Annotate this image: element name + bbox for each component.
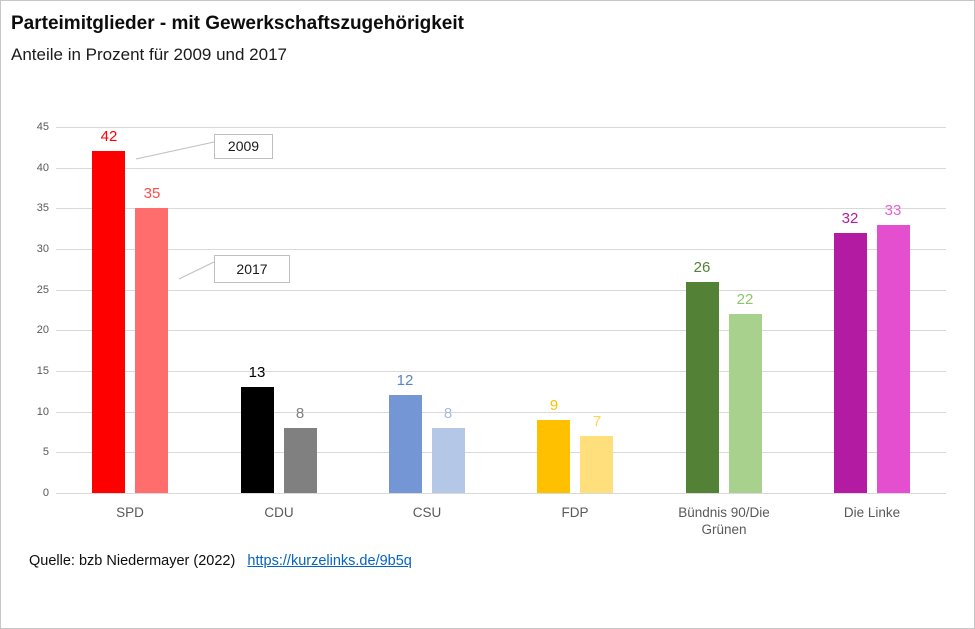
y-tick-label-15: 15 — [36, 365, 49, 377]
x-category-label-text: Bündnis 90/Die Grünen — [678, 505, 770, 537]
bar-B-ndnis-90-Die-Gr-nen-2009 — [686, 282, 719, 493]
chart-subtitle: Anteile in Prozent für 2009 und 2017 — [11, 45, 287, 64]
value-label-CSU-2009: 12 — [396, 372, 414, 389]
value-label-CDU-2017: 8 — [295, 405, 305, 422]
value-label-Die-Linke-2009: 32 — [841, 210, 859, 227]
bar-FDP-2009 — [537, 420, 570, 493]
gridline-15 — [56, 371, 946, 372]
gridline-35 — [56, 208, 946, 209]
gridline-10 — [56, 412, 946, 413]
value-label-Die-Linke-2017: 33 — [884, 202, 902, 219]
chart-title: Parteimitglieder - mit Gewerkschaftszuge… — [11, 13, 464, 34]
x-category-label-Die-Linke: Die Linke — [802, 504, 942, 521]
y-tick-label-35: 35 — [36, 202, 49, 214]
bar-CDU-2017 — [284, 428, 317, 493]
value-label-B-ndnis-90-Die-Gr-nen-2017: 22 — [736, 291, 754, 308]
value-label-SPD-2009: 42 — [100, 128, 118, 145]
legend-callout-2017: 2017 — [214, 255, 290, 283]
legend-callout-2009: 2009 — [214, 134, 273, 159]
value-label-CDU-2009: 13 — [248, 364, 266, 381]
y-tick-label-10: 10 — [36, 406, 49, 418]
x-category-label-CDU: CDU — [209, 504, 349, 521]
bar-FDP-2017 — [580, 436, 613, 493]
gridline-40 — [56, 168, 946, 169]
y-tick-label-45: 45 — [36, 121, 49, 133]
x-category-label-B-ndnis-90-Die-Gr-nen: Bündnis 90/Die Grünen — [654, 504, 794, 538]
value-label-CSU-2017: 8 — [443, 405, 453, 422]
x-category-label-text: CSU — [412, 505, 442, 520]
source-note: Quelle: bzb Niedermayer (2022) https://k… — [29, 553, 412, 569]
gridline-25 — [56, 290, 946, 291]
value-label-FDP-2017: 7 — [592, 413, 602, 430]
y-tick-label-0: 0 — [42, 487, 49, 499]
x-category-label-text: SPD — [116, 505, 144, 520]
bar-B-ndnis-90-Die-Gr-nen-2017 — [729, 314, 762, 493]
y-tick-label-25: 25 — [36, 284, 49, 296]
bar-SPD-2009 — [92, 151, 125, 493]
gridline-5 — [56, 452, 946, 453]
gridline-0 — [56, 493, 946, 494]
x-category-label-text: FDP — [561, 505, 589, 520]
x-category-label-text: Die Linke — [843, 505, 901, 520]
gridline-45 — [56, 127, 946, 128]
y-tick-label-5: 5 — [42, 446, 49, 458]
bar-Die-Linke-2009 — [834, 233, 867, 493]
value-label-SPD-2017: 35 — [143, 185, 161, 202]
value-label-B-ndnis-90-Die-Gr-nen-2009: 26 — [693, 259, 711, 276]
bar-SPD-2017 — [135, 208, 168, 493]
bar-CSU-2009 — [389, 395, 422, 493]
gridline-30 — [56, 249, 946, 250]
x-category-label-FDP: FDP — [505, 504, 645, 521]
y-tick-label-30: 30 — [36, 243, 49, 255]
source-spacer — [239, 553, 243, 569]
y-tick-label-40: 40 — [36, 162, 49, 174]
gridline-20 — [56, 330, 946, 331]
bar-Die-Linke-2017 — [877, 225, 910, 493]
y-tick-label-20: 20 — [36, 324, 49, 336]
source-label: Quelle: bzb Niedermayer (2022) — [29, 553, 236, 569]
source-link[interactable]: https://kurzelinks.de/9b5q — [247, 553, 412, 569]
x-category-label-text: CDU — [264, 505, 294, 520]
bar-CSU-2017 — [432, 428, 465, 493]
value-label-FDP-2009: 9 — [549, 397, 559, 414]
x-category-label-SPD: SPD — [60, 504, 200, 521]
bar-CDU-2009 — [241, 387, 274, 493]
x-category-label-CSU: CSU — [357, 504, 497, 521]
